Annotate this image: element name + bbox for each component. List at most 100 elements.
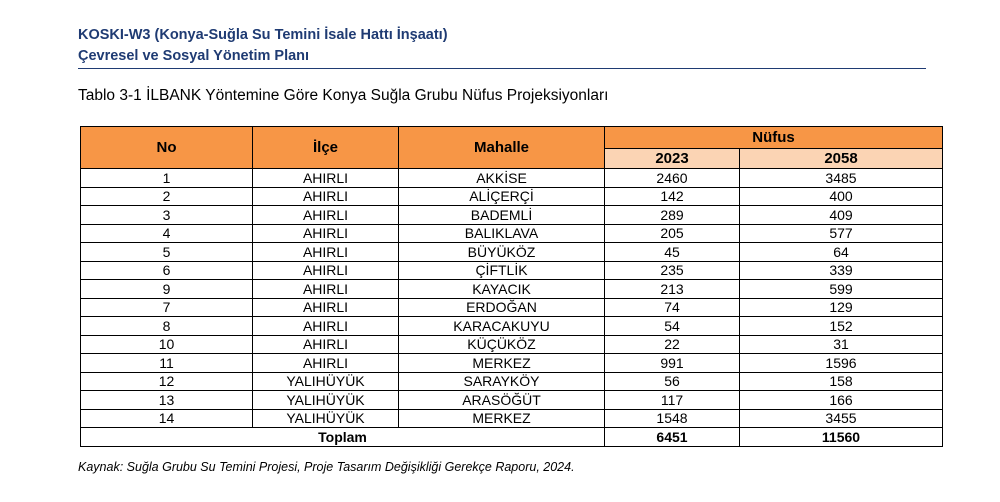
- cell-ilce: YALIHÜYÜK: [252, 408, 399, 428]
- cell-mahalle: ÇİFTLİK: [398, 260, 605, 280]
- cell-no: 3: [80, 205, 253, 225]
- cell-mahalle: KAYACIK: [398, 279, 605, 299]
- cell-mahalle: SARAYKÖY: [398, 371, 605, 391]
- cell-no: 14: [80, 408, 253, 428]
- source-label: Kaynak: [78, 460, 120, 474]
- cell-population-2023: 2460: [604, 168, 740, 188]
- table-row: 8 AHIRLI KARACAKUYU 54 152: [80, 316, 943, 336]
- cell-no: 13: [80, 390, 253, 410]
- cell-ilce: AHIRLI: [252, 205, 399, 225]
- cell-population-2058: 129: [739, 297, 943, 317]
- cell-mahalle: ARASÖĞÜT: [398, 390, 605, 410]
- cell-mahalle: BADEMLİ: [398, 205, 605, 225]
- cell-mahalle: ERDOĞAN: [398, 297, 605, 317]
- cell-population-2058: 339: [739, 260, 943, 280]
- total-label: Toplam: [80, 427, 605, 447]
- cell-population-2023: 45: [604, 242, 740, 262]
- total-2023: 6451: [604, 427, 740, 447]
- cell-mahalle: MERKEZ: [398, 408, 605, 428]
- header-year-2058: 2058: [739, 148, 943, 169]
- cell-population-2023: 22: [604, 334, 740, 354]
- cell-ilce: AHIRLI: [252, 168, 399, 188]
- cell-population-2023: 289: [604, 205, 740, 225]
- table-row: 1 AHIRLI AKKİSE 2460 3485: [80, 168, 943, 188]
- table-row: 11 AHIRLI MERKEZ 991 1596: [80, 353, 943, 373]
- table-row: 14 YALIHÜYÜK MERKEZ 1548 3455: [80, 408, 943, 428]
- table-row: 9 AHIRLI KAYACIK 213 599: [80, 279, 943, 299]
- cell-ilce: AHIRLI: [252, 334, 399, 354]
- cell-mahalle: ALİÇERÇİ: [398, 186, 605, 206]
- cell-no: 4: [80, 223, 253, 243]
- cell-no: 2: [80, 186, 253, 206]
- cell-no: 9: [80, 279, 253, 299]
- cell-ilce: YALIHÜYÜK: [252, 390, 399, 410]
- cell-ilce: AHIRLI: [252, 186, 399, 206]
- cell-no: 12: [80, 371, 253, 391]
- table-row: 3 AHIRLI BADEMLİ 289 409: [80, 205, 943, 225]
- total-2058: 11560: [739, 427, 943, 447]
- header-ilce: İlçe: [252, 126, 399, 169]
- cell-population-2058: 1596: [739, 353, 943, 373]
- document-header-subtitle: Çevresel ve Sosyal Yönetim Planı: [78, 48, 310, 64]
- cell-mahalle: KARACAKUYU: [398, 316, 605, 336]
- cell-population-2023: 213: [604, 279, 740, 299]
- cell-ilce: AHIRLI: [252, 297, 399, 317]
- document-header-title: KOSKI-W3 (Konya-Suğla Su Temini İsale Ha…: [78, 27, 448, 43]
- cell-no: 10: [80, 334, 253, 354]
- cell-no: 8: [80, 316, 253, 336]
- table-row: 13 YALIHÜYÜK ARASÖĞÜT 117 166: [80, 390, 943, 410]
- header-no: No: [80, 126, 253, 169]
- cell-population-2058: 577: [739, 223, 943, 243]
- cell-mahalle: MERKEZ: [398, 353, 605, 373]
- table-row: 10 AHIRLI KÜÇÜKÖZ 22 31: [80, 334, 943, 354]
- cell-population-2023: 74: [604, 297, 740, 317]
- cell-no: 1: [80, 168, 253, 188]
- cell-mahalle: BALIKLAVA: [398, 223, 605, 243]
- cell-population-2058: 158: [739, 371, 943, 391]
- cell-population-2023: 54: [604, 316, 740, 336]
- cell-no: 6: [80, 260, 253, 280]
- cell-population-2058: 3455: [739, 408, 943, 428]
- table-row: 4 AHIRLI BALIKLAVA 205 577: [80, 223, 943, 243]
- cell-population-2023: 56: [604, 371, 740, 391]
- cell-ilce: AHIRLI: [252, 279, 399, 299]
- header-year-2023: 2023: [604, 148, 740, 169]
- table-row: 6 AHIRLI ÇİFTLİK 235 339: [80, 260, 943, 280]
- cell-population-2058: 31: [739, 334, 943, 354]
- cell-population-2023: 991: [604, 353, 740, 373]
- cell-ilce: YALIHÜYÜK: [252, 371, 399, 391]
- cell-population-2058: 152: [739, 316, 943, 336]
- cell-mahalle: KÜÇÜKÖZ: [398, 334, 605, 354]
- header-rule: [78, 68, 926, 69]
- cell-population-2023: 205: [604, 223, 740, 243]
- source-text: : Suğla Grubu Su Temini Projesi, Proje T…: [119, 460, 575, 474]
- table-row: 5 AHIRLI BÜYÜKÖZ 45 64: [80, 242, 943, 262]
- cell-ilce: AHIRLI: [252, 353, 399, 373]
- source-note: Kaynak: Suğla Grubu Su Temini Projesi, P…: [78, 460, 575, 474]
- cell-ilce: AHIRLI: [252, 242, 399, 262]
- cell-population-2023: 235: [604, 260, 740, 280]
- cell-population-2058: 400: [739, 186, 943, 206]
- table-row: 2 AHIRLI ALİÇERÇİ 142 400: [80, 186, 943, 206]
- cell-population-2058: 3485: [739, 168, 943, 188]
- header-mahalle: Mahalle: [398, 126, 605, 169]
- total-row: Toplam 6451 11560: [80, 427, 943, 447]
- header-nufus: Nüfus: [604, 126, 943, 149]
- cell-population-2058: 599: [739, 279, 943, 299]
- table-body: 1 AHIRLI AKKİSE 2460 3485 2 AHIRLI ALİÇERÇİ 142 4…: [80, 168, 943, 428]
- cell-population-2058: 64: [739, 242, 943, 262]
- cell-mahalle: AKKİSE: [398, 168, 605, 188]
- cell-ilce: AHIRLI: [252, 223, 399, 243]
- table-row: 12 YALIHÜYÜK SARAYKÖY 56 158: [80, 371, 943, 391]
- cell-no: 7: [80, 297, 253, 317]
- cell-population-2058: 409: [739, 205, 943, 225]
- cell-population-2023: 1548: [604, 408, 740, 428]
- cell-population-2023: 142: [604, 186, 740, 206]
- table-caption: Tablo 3-1 İLBANK Yöntemine Göre Konya Su…: [78, 87, 609, 104]
- cell-no: 11: [80, 353, 253, 373]
- cell-mahalle: BÜYÜKÖZ: [398, 242, 605, 262]
- cell-ilce: AHIRLI: [252, 260, 399, 280]
- cell-population-2023: 117: [604, 390, 740, 410]
- population-table: No İlçe Mahalle Nüfus 2023 2058 1 AHIRLI A…: [80, 126, 943, 447]
- cell-no: 5: [80, 242, 253, 262]
